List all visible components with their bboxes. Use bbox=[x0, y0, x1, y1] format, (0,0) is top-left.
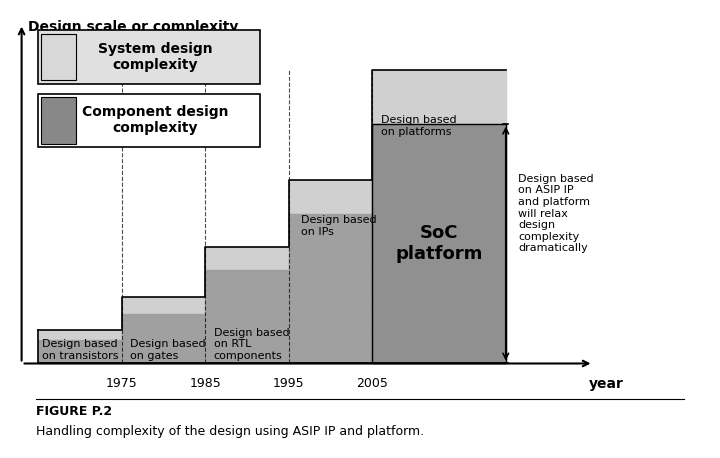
Bar bbox=[372, 124, 505, 364]
Polygon shape bbox=[38, 71, 505, 364]
Text: 1985: 1985 bbox=[189, 377, 221, 390]
Bar bbox=[38, 94, 259, 147]
Text: FIGURE P.2: FIGURE P.2 bbox=[36, 405, 112, 418]
Text: Design based
on platforms: Design based on platforms bbox=[381, 115, 456, 137]
Text: Component design
complexity: Component design complexity bbox=[82, 105, 228, 136]
Text: Design based
on ASIP IP
and platform
will relax
design
complexity
dramatically: Design based on ASIP IP and platform wil… bbox=[518, 174, 594, 253]
Text: year: year bbox=[589, 377, 624, 391]
Text: System design
complexity: System design complexity bbox=[98, 42, 212, 72]
Text: Design scale or complexity: Design scale or complexity bbox=[28, 21, 238, 34]
Text: 1975: 1975 bbox=[106, 377, 138, 390]
Text: Design based
on gates: Design based on gates bbox=[130, 339, 206, 361]
Text: SoC
platform: SoC platform bbox=[395, 224, 482, 263]
Text: Design based
on RTL
components: Design based on RTL components bbox=[214, 327, 289, 361]
Polygon shape bbox=[38, 124, 505, 364]
Text: Design based
on IPs: Design based on IPs bbox=[301, 215, 377, 237]
Text: Handling complexity of the design using ASIP IP and platform.: Handling complexity of the design using … bbox=[36, 425, 424, 438]
Text: 2005: 2005 bbox=[356, 377, 388, 390]
Bar bbox=[41, 34, 76, 80]
Bar bbox=[38, 30, 259, 84]
Text: Design based
on transistors: Design based on transistors bbox=[42, 339, 119, 361]
Text: 1995: 1995 bbox=[273, 377, 305, 390]
Bar bbox=[41, 97, 76, 144]
